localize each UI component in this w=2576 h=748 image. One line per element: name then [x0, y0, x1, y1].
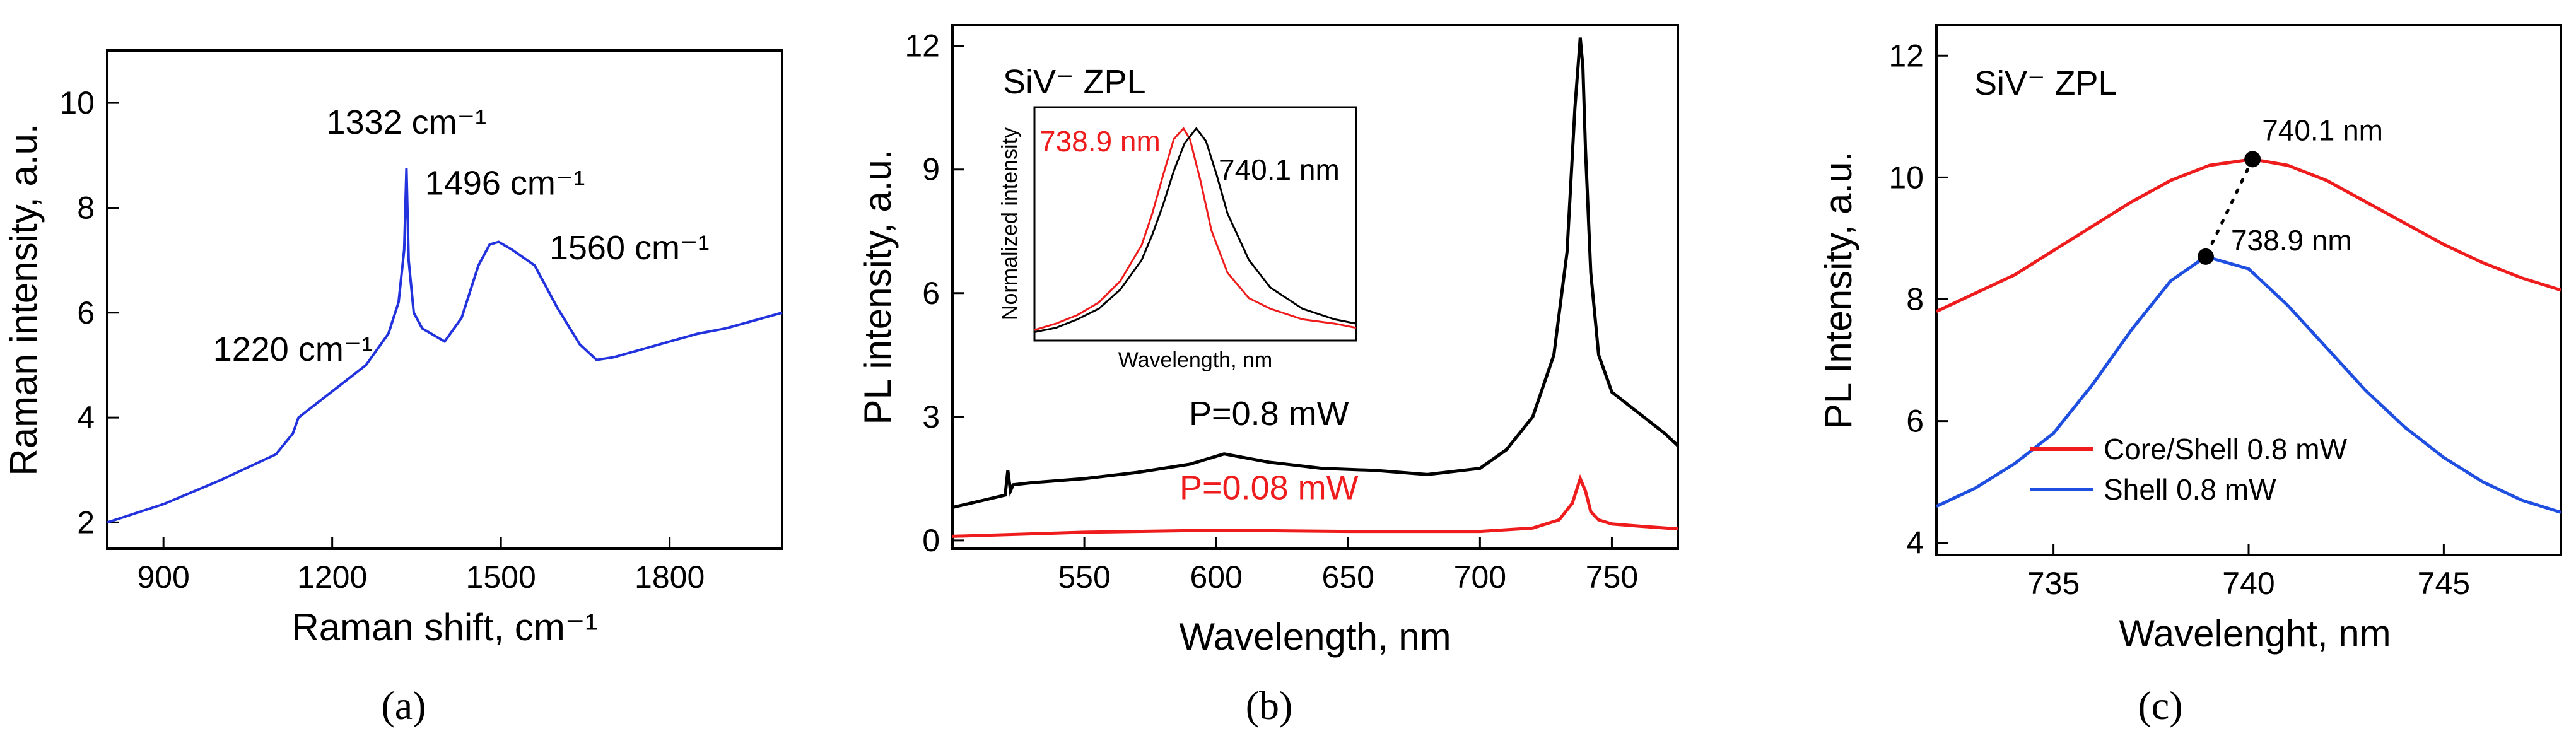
- panel-b-ylabel: PL intensity, a.u.: [857, 149, 899, 425]
- x-tick-label: 1500: [466, 559, 536, 595]
- panel-a-xlabel: Raman shift, cm⁻¹: [291, 606, 597, 648]
- panel-a-ylabel: Raman intensity, a.u.: [3, 123, 45, 476]
- y-tick-label: 8: [77, 190, 95, 225]
- legend-label-shell: Shell 0.8 mW: [2104, 473, 2276, 506]
- plot-b-frame: [951, 24, 1679, 550]
- panel-b-ticks: 550 600 650 700 750 0 3 6 9 12: [905, 28, 1638, 595]
- x-tick-label: 700: [1454, 559, 1506, 595]
- panel-b-series-0p8mW: [952, 37, 1679, 510]
- x-tick-label: 900: [137, 559, 189, 595]
- y-tick-label: 4: [77, 400, 95, 435]
- panel-c-ticks: 735 740 745 4 6 8 10 12: [1888, 38, 2470, 601]
- raman-peak-label: 1220 cm⁻¹: [213, 330, 373, 368]
- panel-a-raman-line: [107, 168, 783, 524]
- inset-red-line: [1034, 127, 1357, 331]
- panel-b-inset: SiV⁻ ZPL 738.9 nm 740.1 nm Wavelength, n…: [998, 63, 1357, 372]
- panel-c-ylabel: PL Intensity, a.u.: [1817, 151, 1859, 429]
- x-tick-label: 735: [2027, 566, 2080, 601]
- inset-title: SiV⁻ ZPL: [1003, 63, 1146, 101]
- x-tick-label: 550: [1058, 559, 1110, 595]
- peak-point-738: [2197, 248, 2214, 265]
- raman-peak-label: 1560 cm⁻¹: [549, 229, 710, 267]
- panel-a: 900 1200 1500 1800 2 4 6 8 10 1332 cm⁻¹ 1496 cm⁻¹…: [3, 49, 783, 728]
- panel-c-xlabel: Wavelenght, nm: [2119, 612, 2391, 655]
- panel-b-caption: (b): [1246, 683, 1293, 728]
- inset-label-740: 740.1 nm: [1219, 153, 1340, 186]
- y-tick-label: 12: [905, 28, 940, 64]
- panel-c: 735 740 745 4 6 8 10 12 740.1 nm 738.9 nm SiV⁻ …: [1817, 24, 2562, 728]
- inset-ylabel: Normalized intensity: [998, 127, 1022, 320]
- x-tick-label: 745: [2418, 566, 2470, 601]
- x-tick-label: 740: [2222, 566, 2274, 601]
- y-tick-label: 2: [77, 505, 95, 540]
- inset-label-738: 738.9 nm: [1039, 125, 1161, 158]
- y-tick-label: 10: [1888, 160, 1924, 195]
- y-tick-label: 8: [1906, 281, 1924, 317]
- panel-b-annotations: P=0.8 mW P=0.08 mW: [1180, 395, 1359, 507]
- y-tick-label: 6: [922, 276, 940, 311]
- y-tick-label: 9: [922, 152, 940, 187]
- peak-shift-connector: [2204, 157, 2254, 259]
- x-tick-label: 1200: [297, 559, 367, 595]
- x-tick-label: 1800: [635, 559, 705, 595]
- plot-a-frame: [106, 49, 783, 550]
- y-tick-label: 6: [1906, 404, 1924, 439]
- panel-b-xlabel: Wavelength, nm: [1179, 616, 1451, 658]
- inset-black-line: [1034, 127, 1357, 333]
- peak-label-740: 740.1 nm: [2262, 114, 2383, 146]
- inset-frame: [1033, 106, 1357, 342]
- legend-label-coreshell: Core/Shell 0.8 mW: [2104, 433, 2348, 465]
- y-tick-label: 6: [77, 295, 95, 330]
- panel-b-series-0p08mW: [952, 474, 1678, 538]
- panel-c-legend: Core/Shell 0.8 mW Shell 0.8 mW: [2030, 433, 2348, 506]
- panel-a-caption: (a): [381, 683, 426, 728]
- panel-c-caption: (c): [2138, 683, 2182, 728]
- x-tick-label: 600: [1190, 559, 1242, 595]
- y-tick-label: 12: [1888, 38, 1924, 73]
- y-tick-label: 4: [1906, 525, 1924, 561]
- peak-point-740: [2244, 151, 2261, 168]
- y-tick-label: 0: [922, 523, 940, 558]
- y-tick-label: 3: [922, 399, 940, 435]
- panel-c-shell-line: [1935, 255, 2561, 514]
- panel-a-annotations: 1332 cm⁻¹ 1496 cm⁻¹ 1560 cm⁻¹ 1220 cm⁻¹: [213, 103, 710, 368]
- raman-peak-label: 1332 cm⁻¹: [327, 103, 487, 141]
- peak-label-738: 738.9 nm: [2231, 224, 2352, 257]
- raman-peak-label: 1496 cm⁻¹: [425, 165, 585, 202]
- y-tick-label: 10: [59, 85, 95, 120]
- power-label: P=0.8 mW: [1189, 395, 1349, 433]
- x-tick-label: 750: [1586, 559, 1638, 595]
- panel-a-ticks: 900 1200 1500 1800 2 4 6 8 10: [59, 85, 705, 595]
- power-label: P=0.08 mW: [1180, 469, 1359, 507]
- x-tick-label: 650: [1322, 559, 1374, 595]
- inset-xlabel: Wavelength, nm: [1118, 348, 1272, 372]
- panel-c-title: SiV⁻ ZPL: [1974, 64, 2117, 102]
